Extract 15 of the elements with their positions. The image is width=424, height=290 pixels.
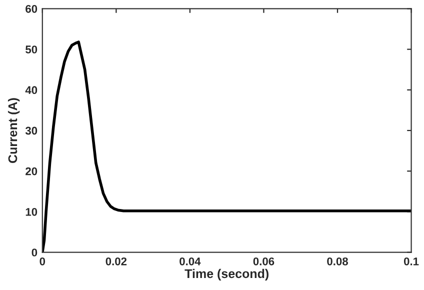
y-tick-label: 20 [26,167,38,176]
y-tick-label: 0 [32,248,38,256]
y-tick-label: 50 [26,46,38,54]
x-tick-label: 0.02 [106,257,127,266]
x-tick-label: 0.04 [180,257,201,266]
x-tick-label: 0.06 [253,257,274,266]
y-axis-title: Current (A) [8,98,20,163]
y-tick-label: 10 [26,208,38,216]
x-tick-label: 0 [40,257,46,266]
x-tick-label: 0.1 [404,257,419,266]
y-tick-label: 30 [25,126,38,135]
y-tick-label: 40 [25,86,38,94]
x-tick-label: 0.08 [327,257,348,266]
x-axis-title: Time (second) [184,268,268,281]
y-tick-label: 60 [26,4,38,13]
